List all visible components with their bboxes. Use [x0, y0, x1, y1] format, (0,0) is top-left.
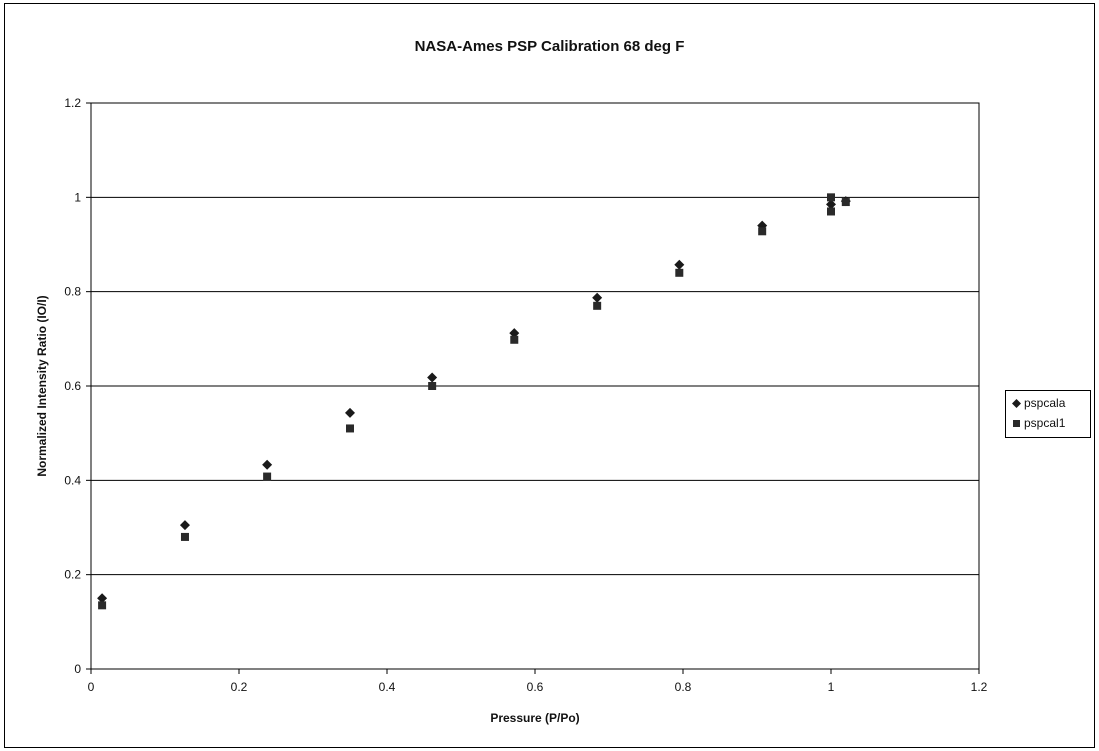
data-point-pspcal1 — [263, 472, 272, 481]
x-tick-label: 1.2 — [971, 680, 988, 694]
y-tick-label: 1 — [74, 190, 81, 204]
data-point-pspcala — [427, 372, 438, 383]
y-tick-label: 0.4 — [64, 473, 81, 487]
x-tick-label: 0.2 — [231, 680, 248, 694]
legend-label-pspcal1: pspcal1 — [1024, 416, 1066, 430]
y-tick-label: 0 — [74, 662, 81, 676]
data-point-pspcala — [262, 459, 273, 470]
x-tick-label: 0.6 — [527, 680, 544, 694]
data-point-pspcala — [674, 259, 685, 270]
data-point-pspcal1 — [827, 193, 835, 202]
data-point-pspcal1 — [510, 335, 519, 344]
y-axis-label: Normalized Intensity Ratio (IO/I) — [35, 295, 49, 476]
data-point-pspcala — [826, 199, 836, 210]
data-point-pspcal1 — [428, 382, 437, 390]
data-point-pspcal1 — [841, 198, 850, 207]
data-point-pspcal1 — [675, 268, 684, 277]
data-point-pspcala — [509, 328, 520, 339]
chart-title: NASA-Ames PSP Calibration 68 deg F — [414, 38, 685, 55]
x-tick-label: 0 — [88, 680, 95, 694]
diamond-marker-icon — [1012, 398, 1021, 408]
data-points — [97, 193, 851, 610]
data-point-pspcala — [179, 520, 190, 531]
legend-label-pspcala: pspcala — [1024, 396, 1066, 410]
data-point-pspcal1 — [346, 424, 354, 433]
data-point-pspcal1 — [827, 207, 835, 216]
y-tick-label: 0.6 — [64, 379, 81, 393]
data-point-pspcal1 — [98, 601, 107, 610]
y-tick-label: 0.2 — [64, 568, 81, 582]
data-point-pspcala — [592, 292, 603, 303]
x-tick-label: 1 — [828, 680, 835, 694]
x-axis-label: Pressure (P/Po) — [490, 711, 579, 725]
data-point-pspcal1 — [593, 301, 602, 310]
chart-frame — [4, 3, 1095, 748]
x-tick-label: 0.8 — [675, 680, 692, 694]
legend-item-pspcala: pspcala — [1012, 396, 1065, 410]
data-point-pspcal1 — [180, 532, 189, 541]
x-tick-label: 0.4 — [379, 680, 396, 694]
data-point-pspcala — [97, 593, 108, 604]
data-point-pspcala — [345, 407, 355, 418]
axis-ticks: 0 0.2 0.4 0.6 0.8 1 1.2 0 0.2 0.4 0.6 0.8 1 1.2 — [64, 96, 987, 694]
data-point-pspcal1 — [758, 227, 767, 236]
grid-lines — [91, 196, 979, 576]
legend-item-pspcal1: pspcal1 — [1012, 416, 1065, 430]
y-tick-label: 1.2 — [64, 96, 81, 110]
chart-legend: pspcala pspcal1 — [1005, 390, 1091, 438]
square-marker-icon — [1013, 419, 1020, 427]
y-tick-label: 0.8 — [64, 285, 81, 299]
